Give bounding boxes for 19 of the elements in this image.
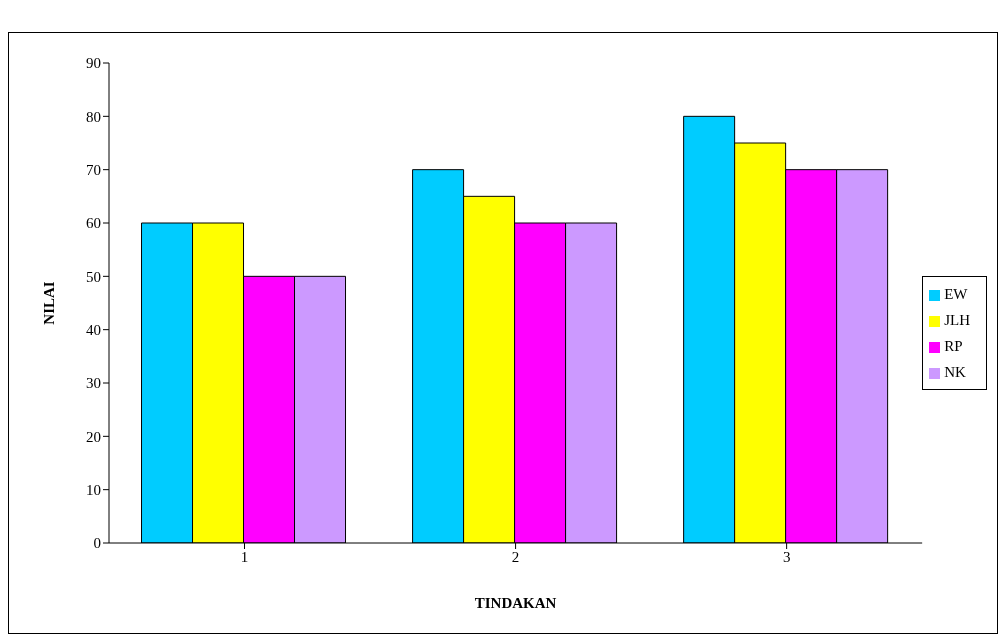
legend-label: EW: [944, 286, 968, 302]
y-tick-label: 80: [86, 108, 101, 125]
y-tick-label: 40: [86, 321, 101, 338]
x-tick-label: 3: [782, 548, 791, 565]
x-tick-label: 1: [240, 548, 249, 565]
y-tick-label: 70: [86, 161, 101, 178]
y-tick-label: 10: [86, 481, 101, 498]
legend-label: RP: [944, 338, 963, 354]
y-tick-label: 0: [93, 535, 101, 552]
y-tick-label: 90: [86, 55, 101, 72]
y-tick-label: 60: [86, 215, 101, 232]
legend-label: JLH: [944, 312, 970, 328]
x-tick-label: 2: [511, 548, 520, 565]
y-tick-label: 50: [86, 268, 101, 285]
y-tick-label: 30: [86, 375, 101, 392]
x-axis-title: TINDAKAN: [474, 595, 557, 611]
legend-label: NK: [944, 364, 966, 380]
y-tick-label: 20: [86, 428, 101, 445]
y-axis-title: NILAI: [41, 281, 58, 325]
